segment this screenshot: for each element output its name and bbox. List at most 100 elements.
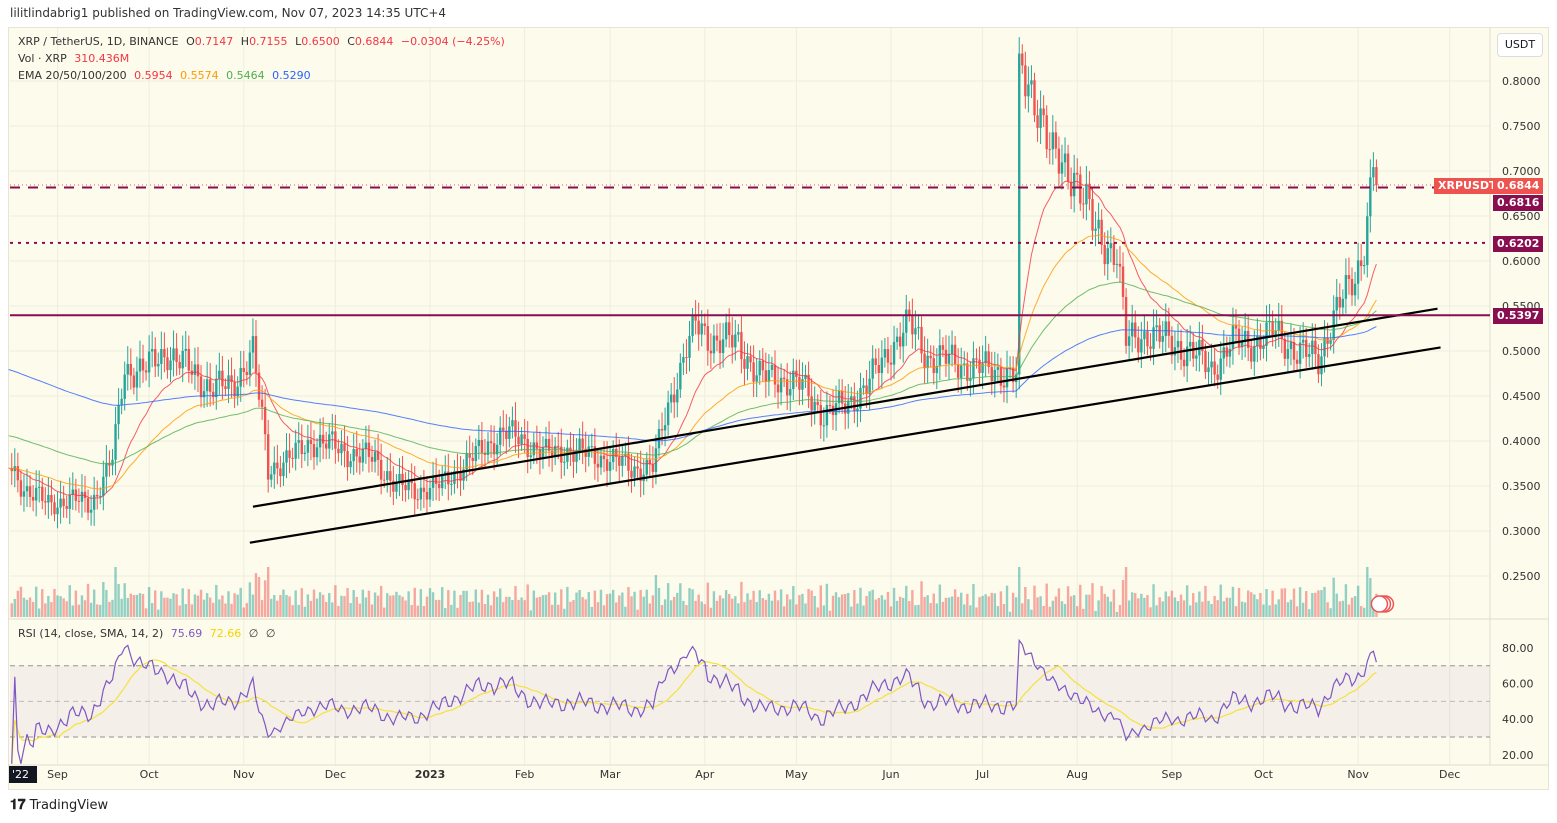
volume-bar	[370, 604, 374, 617]
candle-body	[895, 336, 899, 342]
candle	[1063, 137, 1067, 177]
candle	[117, 388, 120, 440]
volume-bar	[587, 592, 590, 617]
candle	[1344, 258, 1348, 314]
volume-bar	[767, 593, 771, 617]
candle-body	[1347, 274, 1351, 279]
volume-bar	[770, 600, 774, 617]
candle-body	[99, 495, 102, 497]
candle-body	[117, 405, 120, 425]
candle-body	[731, 335, 734, 348]
candle	[132, 367, 136, 395]
time-tick: May	[785, 768, 808, 781]
tradingview-logo[interactable]: 𝟏𝟕 TradingView	[10, 797, 108, 813]
candle	[343, 425, 346, 468]
candle	[929, 345, 932, 368]
volume-bar	[914, 605, 917, 617]
candle	[602, 441, 606, 473]
candle-body	[401, 473, 404, 486]
volume-bar	[92, 589, 96, 617]
volume-bar	[920, 581, 923, 617]
candle-body	[242, 367, 245, 372]
candles	[10, 37, 1378, 529]
candle	[886, 336, 890, 374]
candle	[312, 430, 316, 470]
volume-bar	[1076, 606, 1079, 617]
candle-body	[349, 461, 352, 468]
volume-bar	[59, 596, 62, 617]
candle-body	[654, 448, 658, 472]
volume-bar	[731, 598, 734, 617]
candle-body	[1127, 336, 1131, 346]
volume-bar	[392, 595, 395, 617]
candle	[1323, 320, 1326, 373]
candle	[355, 431, 358, 473]
candle	[1253, 330, 1256, 376]
candle	[1335, 278, 1338, 327]
candle-body	[1219, 358, 1222, 380]
volume-bar	[737, 603, 740, 617]
volume-bar	[813, 595, 816, 617]
candle	[1143, 314, 1146, 355]
candle-body	[154, 349, 157, 367]
candle	[639, 450, 642, 498]
volume-bar	[111, 599, 114, 617]
volume-bar	[792, 586, 795, 617]
candle-body	[621, 455, 624, 466]
volume-bar	[129, 593, 133, 617]
volume-bar	[126, 597, 129, 617]
volume-bar	[99, 604, 102, 617]
candle	[972, 341, 975, 394]
volume-bar	[651, 595, 655, 617]
volume-bar	[905, 585, 908, 617]
volume-bar	[367, 590, 371, 617]
candle-body	[1085, 183, 1088, 205]
currency-button[interactable]: USDT	[1497, 33, 1543, 57]
candle	[208, 363, 212, 407]
volume-bar	[740, 581, 743, 617]
candle	[1250, 339, 1253, 369]
candle	[505, 414, 508, 454]
volume-bar	[523, 600, 526, 617]
candle-body	[1030, 80, 1033, 85]
candle-body	[477, 439, 481, 447]
candle	[80, 474, 84, 518]
candle-body	[535, 442, 539, 449]
volume-bar	[892, 587, 896, 617]
candle-body	[1243, 330, 1247, 342]
candle	[480, 421, 484, 469]
volume-bar	[850, 606, 853, 617]
candle	[44, 487, 47, 516]
candle	[697, 302, 700, 351]
volume-bar	[877, 597, 880, 617]
volume-bar	[10, 603, 13, 617]
price-tick: 0.3000	[1502, 525, 1541, 538]
candle-body	[425, 491, 429, 500]
time-tick: Nov	[1347, 768, 1369, 781]
volume-label: Vol · XRP	[18, 52, 67, 65]
candle	[608, 447, 612, 484]
candle-body	[1222, 347, 1225, 359]
candle	[1347, 257, 1351, 295]
candle	[1060, 144, 1064, 190]
volume-bar	[590, 606, 594, 617]
volume-bar	[242, 607, 245, 617]
candle	[59, 480, 62, 524]
candle	[578, 428, 581, 461]
candle	[502, 410, 505, 447]
candle	[1369, 159, 1372, 233]
candle	[392, 466, 395, 505]
volume-bar	[676, 592, 679, 617]
candle	[706, 309, 710, 366]
candle	[1188, 325, 1192, 362]
ema100-value: 0.5464	[226, 69, 265, 82]
candle	[984, 335, 987, 378]
candle-body	[41, 486, 44, 502]
candle-body	[514, 420, 517, 437]
candle-body	[141, 358, 145, 371]
volume-bar	[621, 592, 624, 617]
candle	[407, 470, 410, 500]
candle-body	[960, 365, 963, 378]
candle-body	[1237, 328, 1241, 348]
